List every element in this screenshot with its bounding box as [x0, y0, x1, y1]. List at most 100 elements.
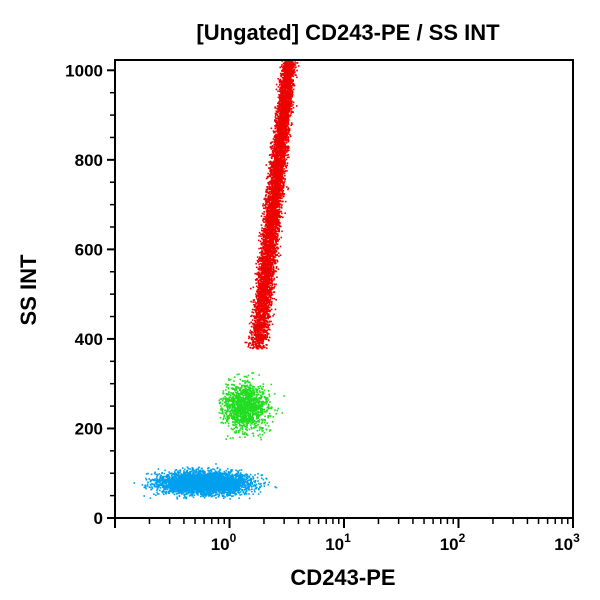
- data-point: [178, 477, 180, 480]
- data-point: [191, 485, 193, 487]
- data-point: [177, 489, 180, 492]
- data-point: [198, 488, 201, 491]
- data-point: [243, 493, 246, 496]
- data-point: [191, 481, 193, 483]
- data-point: [183, 473, 185, 476]
- data-point: [173, 485, 175, 487]
- data-point: [233, 480, 236, 483]
- data-point: [212, 478, 215, 480]
- data-point: [194, 471, 197, 474]
- data-point: [185, 481, 188, 483]
- data-point: [161, 482, 164, 484]
- data-point: [245, 474, 248, 477]
- data-point: [155, 486, 157, 488]
- data-point: [220, 482, 223, 485]
- data-point: [188, 481, 191, 484]
- data-point: [202, 489, 205, 491]
- data-point: [220, 492, 222, 494]
- data-point: [202, 495, 205, 498]
- data-point: [190, 490, 192, 492]
- data-point: [229, 378, 232, 381]
- data-point: [227, 486, 229, 489]
- data-point: [222, 472, 224, 475]
- data-point: [165, 483, 167, 485]
- data-point: [267, 403, 270, 406]
- data-point: [241, 479, 244, 482]
- data-point: [262, 385, 264, 388]
- data-point: [185, 477, 187, 479]
- data-point: [177, 484, 179, 487]
- data-point: [242, 490, 245, 493]
- data-point: [232, 488, 235, 491]
- data-point: [222, 491, 224, 494]
- data-point: [169, 478, 171, 481]
- data-point: [244, 486, 246, 489]
- data-point: [160, 480, 162, 482]
- data-point: [230, 490, 232, 492]
- data-point: [147, 481, 149, 484]
- data-point: [212, 490, 215, 493]
- data-point: [220, 486, 222, 488]
- data-point: [258, 488, 260, 491]
- data-point: [155, 479, 157, 482]
- data-point: [216, 478, 219, 481]
- data-point: [181, 493, 183, 495]
- data-point: [256, 393, 258, 396]
- data-point: [240, 478, 243, 480]
- data-point: [253, 386, 255, 388]
- data-point: [217, 496, 220, 498]
- data-point: [253, 489, 256, 491]
- data-point: [176, 492, 179, 495]
- data-point: [232, 479, 234, 481]
- data-point: [232, 411, 234, 413]
- data-point: [225, 386, 228, 388]
- data-point: [248, 497, 251, 500]
- data-point: [218, 399, 221, 402]
- data-point: [266, 397, 268, 399]
- data-point: [175, 493, 178, 495]
- data-point: [180, 484, 182, 487]
- data-point: [157, 493, 159, 495]
- data-point: [199, 469, 202, 472]
- data-point: [183, 484, 186, 487]
- data-point: [253, 484, 256, 486]
- data-point: [231, 412, 233, 415]
- data-point: [233, 417, 236, 420]
- data-point: [209, 475, 212, 478]
- data-point: [242, 421, 244, 424]
- data-point: [232, 418, 234, 421]
- data-point: [212, 485, 214, 487]
- data-point: [201, 485, 203, 487]
- data-point: [251, 395, 254, 397]
- data-point: [216, 493, 219, 496]
- data-point: [254, 474, 256, 476]
- data-point: [189, 470, 192, 473]
- data-point: [222, 475, 224, 478]
- data-point: [206, 490, 208, 493]
- data-point: [195, 480, 198, 483]
- data-point: [227, 425, 230, 427]
- data-point: [237, 470, 240, 473]
- data-point: [259, 491, 262, 493]
- data-point: [190, 493, 193, 496]
- data-point: [257, 482, 260, 485]
- data-point: [203, 491, 205, 493]
- data-point: [221, 480, 224, 483]
- data-point: [207, 492, 210, 494]
- data-point: [233, 492, 236, 494]
- data-point: [237, 482, 239, 485]
- data-point: [225, 491, 228, 494]
- data-point: [257, 410, 259, 413]
- data-point: [209, 484, 212, 486]
- data-point: [226, 486, 229, 488]
- data-point: [174, 469, 177, 472]
- data-point: [228, 474, 231, 476]
- data-point: [176, 490, 178, 493]
- data-point: [236, 373, 238, 376]
- data-point: [225, 417, 227, 420]
- data-point: [188, 483, 190, 486]
- data-point: [213, 468, 216, 471]
- data-point: [157, 484, 160, 486]
- data-point: [166, 478, 169, 481]
- data-point: [253, 410, 256, 413]
